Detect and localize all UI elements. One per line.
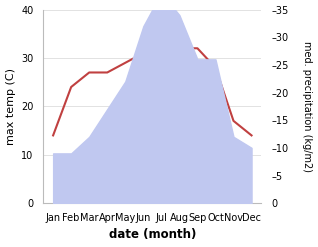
Y-axis label: med. precipitation (kg/m2): med. precipitation (kg/m2) [302, 41, 313, 172]
X-axis label: date (month): date (month) [109, 228, 196, 242]
Y-axis label: max temp (C): max temp (C) [5, 68, 16, 145]
